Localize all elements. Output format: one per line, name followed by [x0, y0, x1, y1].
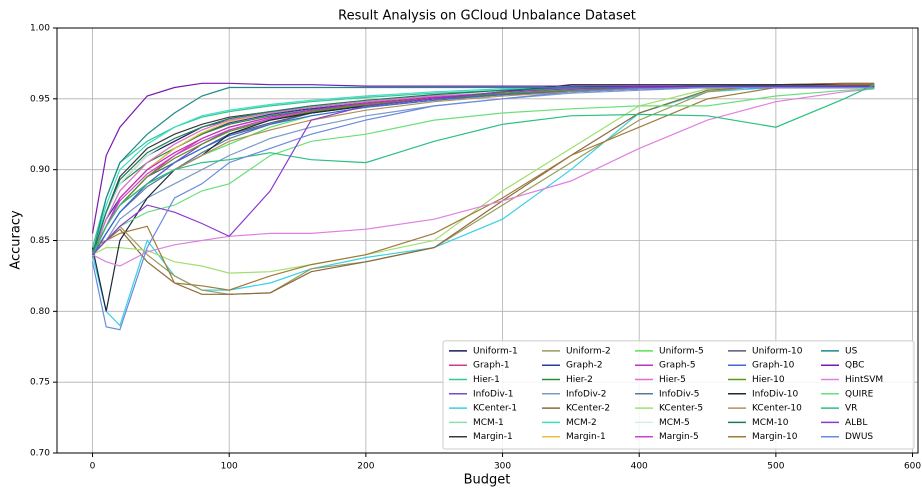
series-line — [91, 86, 875, 256]
y-tick-label: 0.75 — [30, 378, 50, 388]
legend: Uniform-1 Graph-1 Hier-1 InfoDiv-1 KCenter-1… — [442, 340, 915, 450]
series-line — [91, 84, 875, 255]
legend-label: DWUS — [845, 432, 873, 442]
series-line — [92, 86, 875, 256]
legend-label: Margin-10 — [752, 432, 798, 442]
series-line — [91, 85, 875, 255]
legend-label: VR — [845, 404, 857, 414]
legend-label: InfoDiv-2 — [566, 389, 607, 399]
legend-label: US — [845, 346, 858, 356]
legend-box — [442, 340, 915, 450]
legend-label: Margin-1 — [566, 432, 606, 442]
legend-label: Uniform-10 — [752, 346, 803, 356]
legend-label: KCenter-2 — [566, 404, 610, 414]
plot-frame — [56, 27, 919, 454]
y-tick-label: 0.85 — [30, 236, 50, 246]
series-line — [91, 86, 875, 255]
series-line — [91, 86, 875, 255]
x-tick-label: 500 — [767, 462, 784, 472]
legend-label: KCenter-5 — [659, 404, 703, 414]
series-line — [91, 86, 875, 255]
legend-label: Uniform-1 — [473, 346, 518, 356]
legend-label: Margin-1 — [473, 432, 513, 442]
series-line — [91, 86, 875, 255]
series-line — [91, 86, 875, 255]
y-tick-label: 0.80 — [30, 307, 50, 317]
series-line — [91, 86, 875, 255]
legend-label: Hier-2 — [566, 375, 593, 385]
legend-label: Graph-1 — [473, 361, 510, 371]
x-tick-label: 400 — [631, 462, 648, 472]
series-line — [91, 86, 875, 331]
x-tick-label: 300 — [494, 462, 511, 472]
legend-label: Graph-2 — [566, 361, 603, 371]
legend-label: Uniform-5 — [659, 346, 704, 356]
series-line — [91, 86, 875, 255]
series-line — [91, 86, 875, 255]
x-tick-label: 200 — [357, 462, 374, 472]
x-tick-label: 100 — [221, 462, 238, 472]
series-line — [91, 86, 875, 255]
y-tick-label: 0.70 — [30, 449, 50, 459]
legend-label: MCM-10 — [752, 418, 789, 428]
legend-label: QUIRE — [845, 389, 874, 399]
series-line — [91, 85, 875, 255]
chart-title: Result Analysis on GCloud Unbalance Data… — [338, 9, 636, 24]
series-line — [91, 86, 875, 255]
legend-label: Hier-5 — [659, 375, 686, 385]
legend-label: KCenter-10 — [752, 404, 802, 414]
series-line — [91, 86, 875, 258]
series-line — [91, 86, 875, 255]
legend-label: MCM-2 — [566, 418, 597, 428]
legend-label: InfoDiv-10 — [752, 389, 799, 399]
legend-label: InfoDiv-5 — [659, 389, 700, 399]
y-axis-label: Accuracy — [9, 210, 24, 270]
x-tick-label: 0 — [90, 462, 96, 472]
legend-label: Graph-10 — [752, 361, 795, 371]
legend-label: ALBL — [845, 418, 867, 428]
legend-label: Margin-5 — [659, 432, 699, 442]
legend-label: MCM-5 — [659, 418, 690, 428]
y-tick-label: 0.90 — [30, 165, 50, 175]
series-line — [91, 85, 875, 255]
legend-label: Graph-5 — [659, 361, 696, 371]
series-line — [91, 86, 875, 256]
series-line — [91, 82, 875, 234]
series-line — [92, 84, 875, 291]
series-line — [91, 86, 875, 248]
series-line — [92, 88, 875, 267]
legend-label: KCenter-1 — [473, 404, 517, 414]
x-axis-label: Budget — [464, 473, 511, 488]
series-line — [92, 82, 875, 295]
legend-label: MCM-1 — [473, 418, 504, 428]
legend-label: Hier-1 — [473, 375, 500, 385]
y-tick-label: 0.95 — [30, 94, 50, 104]
series-line — [92, 86, 875, 256]
legend-label: Uniform-2 — [566, 346, 611, 356]
series-line — [92, 88, 875, 256]
legend-label: HintSVM — [845, 375, 883, 385]
y-tick-label: 1.00 — [30, 24, 50, 34]
legend-label: QBC — [845, 361, 864, 371]
legend-label: InfoDiv-1 — [473, 389, 514, 399]
series-line — [91, 86, 875, 255]
series-line — [91, 84, 875, 312]
series-line — [92, 84, 875, 274]
x-tick-label: 600 — [904, 462, 921, 472]
legend-label: Hier-10 — [752, 375, 785, 385]
